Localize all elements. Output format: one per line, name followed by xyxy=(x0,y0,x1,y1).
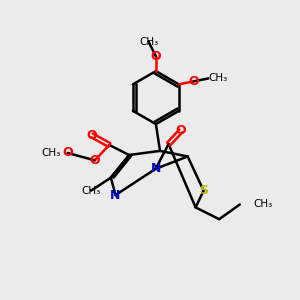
Text: O: O xyxy=(89,154,100,167)
Text: O: O xyxy=(151,50,161,63)
Text: O: O xyxy=(188,75,199,88)
Text: N: N xyxy=(150,162,161,175)
Text: O: O xyxy=(86,129,97,142)
Text: CH₃: CH₃ xyxy=(42,148,61,158)
Text: CH₃: CH₃ xyxy=(253,200,272,209)
Text: N: N xyxy=(110,188,121,202)
Text: O: O xyxy=(62,146,73,159)
Text: O: O xyxy=(176,124,186,137)
Text: CH₃: CH₃ xyxy=(82,186,101,196)
Text: S: S xyxy=(199,184,208,197)
Text: CH₃: CH₃ xyxy=(139,37,158,46)
Text: CH₃: CH₃ xyxy=(208,74,227,83)
